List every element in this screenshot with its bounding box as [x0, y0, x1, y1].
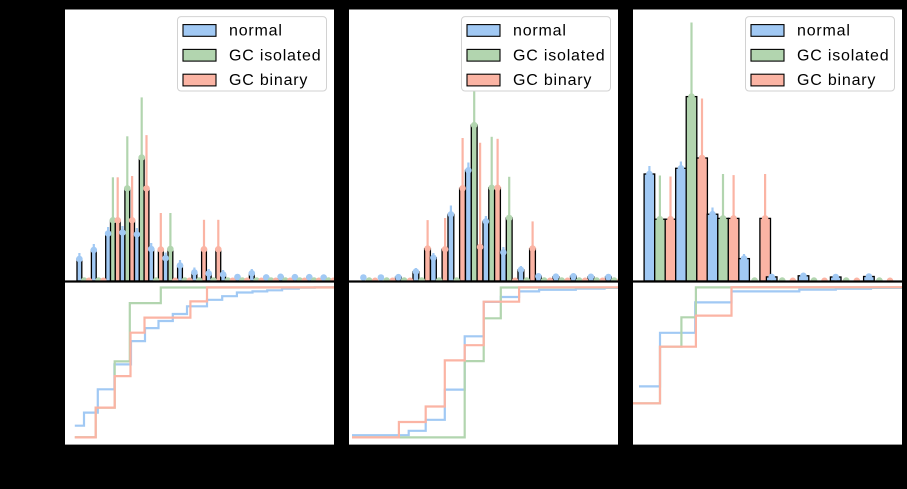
- svg-text:GC binary: GC binary: [513, 72, 592, 89]
- svg-text:GC binary: GC binary: [229, 72, 308, 89]
- svg-text:normal: normal: [797, 23, 851, 40]
- svg-text:GC binary: GC binary: [797, 72, 876, 89]
- svg-text:normal: normal: [513, 23, 567, 40]
- svg-text:normal: normal: [229, 23, 283, 40]
- svg-text:GC isolated: GC isolated: [229, 47, 321, 64]
- svg-text:GC isolated: GC isolated: [797, 47, 889, 64]
- svg-text:GC isolated: GC isolated: [513, 47, 605, 64]
